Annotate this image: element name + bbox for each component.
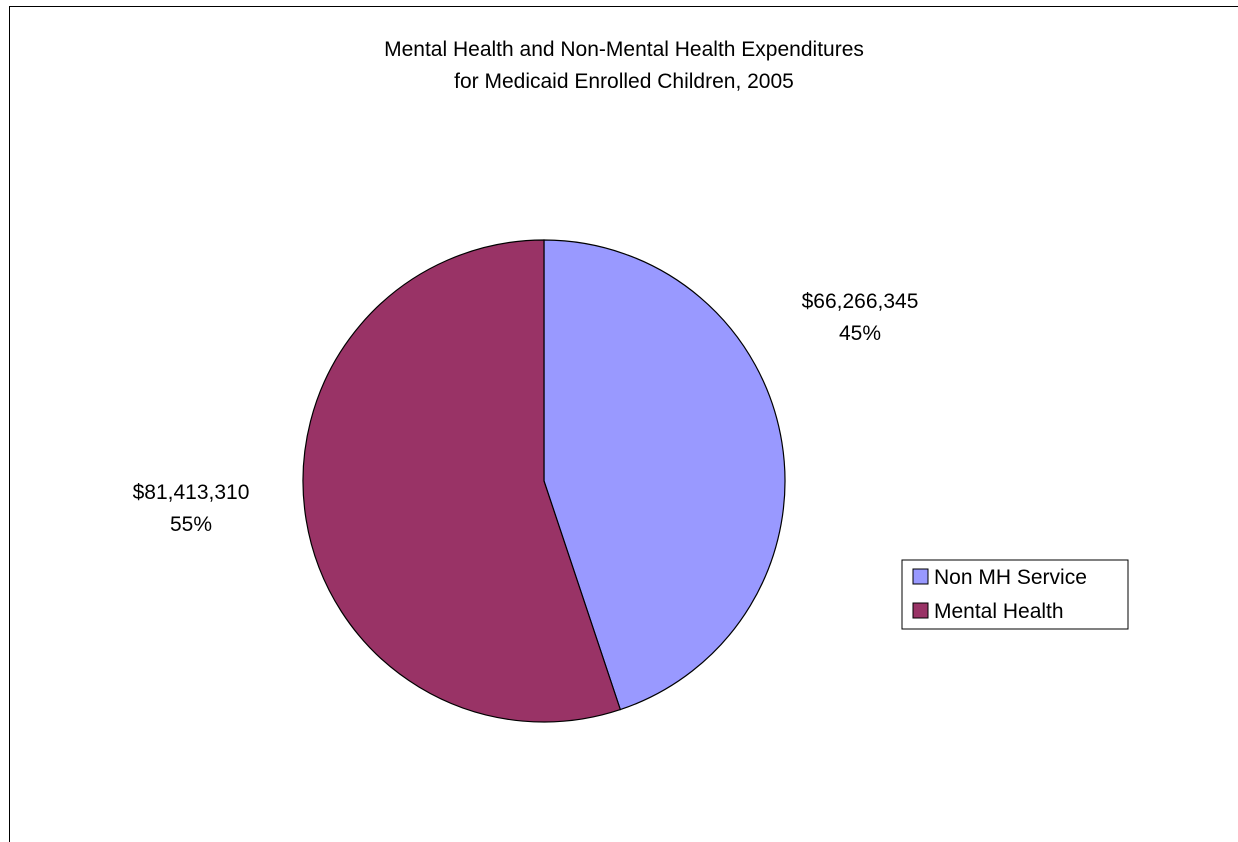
pie-slice-non-mh bbox=[543, 239, 786, 711]
legend-box bbox=[901, 559, 1129, 630]
legend-label-non-mh: Non MH Service bbox=[934, 566, 1087, 589]
pie-slice-mental-health bbox=[302, 239, 622, 723]
chart-title-line-1: Mental Health and Non-Mental Health Expe… bbox=[384, 38, 864, 61]
legend-label-mental-health: Mental Health bbox=[934, 600, 1064, 623]
pie-slices bbox=[302, 239, 786, 723]
slice-label-percent-non-mh: 45% bbox=[839, 322, 881, 345]
legend: Non MH Service Mental Health bbox=[901, 559, 1129, 630]
chart-title-line-2: for Medicaid Enrolled Children, 2005 bbox=[454, 70, 794, 93]
slice-label-value-non-mh: $66,266,345 bbox=[802, 290, 919, 313]
slice-label-value-mental-health: $81,413,310 bbox=[133, 481, 250, 504]
slice-label-percent-mental-health: 55% bbox=[170, 513, 212, 536]
legend-swatch-non-mh bbox=[912, 568, 929, 585]
chart-frame bbox=[9, 6, 1238, 842]
legend-swatch-mental-health bbox=[912, 602, 929, 619]
